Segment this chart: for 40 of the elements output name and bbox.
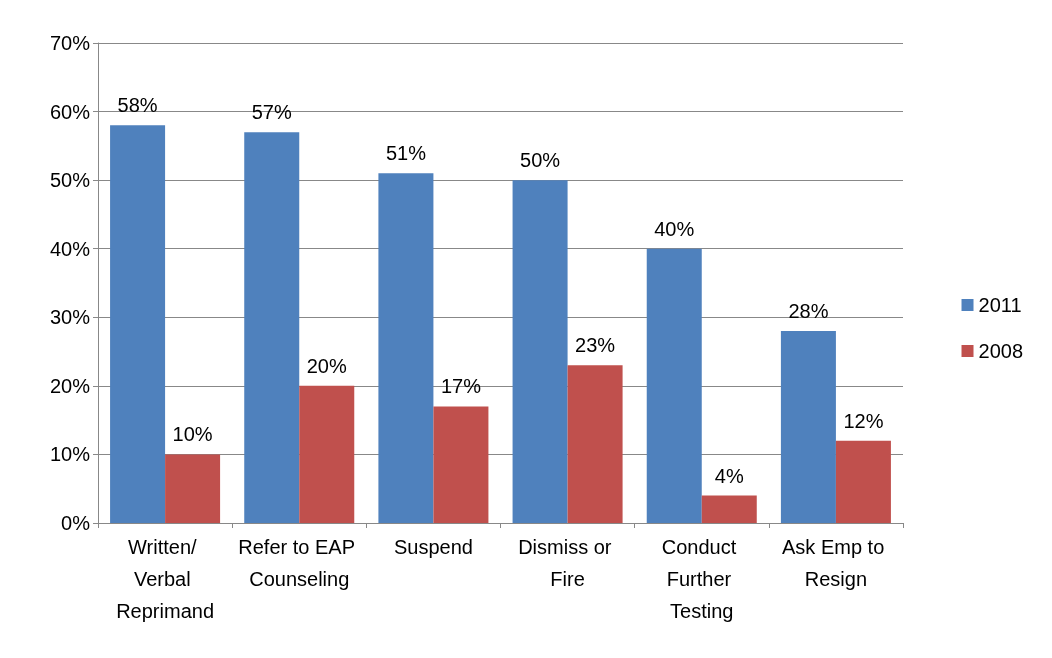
x-tick-label: Suspend bbox=[393, 536, 473, 558]
data-label: 57% bbox=[251, 101, 292, 124]
bar bbox=[378, 173, 434, 523]
data-label: 10% bbox=[172, 423, 213, 446]
data-label: 4% bbox=[714, 464, 744, 487]
data-label: 40% bbox=[654, 217, 695, 240]
bar bbox=[835, 440, 891, 523]
bar bbox=[780, 331, 836, 523]
x-tick-label: Dismiss or Fire bbox=[518, 536, 618, 590]
y-tick-label: 60% bbox=[49, 100, 91, 123]
y-tick-label: 20% bbox=[49, 374, 91, 397]
data-label: 58% bbox=[117, 94, 158, 117]
bar bbox=[512, 180, 568, 523]
data-label: 23% bbox=[575, 334, 616, 357]
data-label: 50% bbox=[520, 149, 561, 172]
bar bbox=[646, 248, 702, 523]
legend-label: 2011 bbox=[978, 294, 1022, 316]
bar bbox=[165, 454, 221, 523]
data-label: 12% bbox=[843, 409, 884, 432]
y-tick-label: 10% bbox=[49, 443, 91, 466]
data-label: 20% bbox=[306, 354, 347, 377]
bar bbox=[433, 406, 489, 523]
y-tick-label: 0% bbox=[61, 512, 91, 534]
y-tick-label: 50% bbox=[49, 169, 91, 192]
bar bbox=[299, 385, 355, 523]
x-tick-label: Refer to EAP Counseling bbox=[238, 536, 361, 590]
x-tick-label: Written/ Verbal Reprimand bbox=[116, 536, 214, 622]
legend-label: 2008 bbox=[978, 340, 1024, 362]
x-tick-label: Conduct Further Testing bbox=[661, 536, 742, 622]
data-label: 17% bbox=[440, 375, 482, 398]
bar bbox=[244, 132, 300, 523]
y-tick-label: 40% bbox=[49, 237, 91, 260]
bar bbox=[567, 365, 623, 523]
bar bbox=[110, 125, 166, 523]
data-label: 28% bbox=[788, 300, 829, 322]
data-label: 51% bbox=[385, 142, 427, 165]
y-tick-label: 30% bbox=[49, 306, 91, 329]
bar bbox=[701, 495, 757, 523]
y-tick-label: 70% bbox=[49, 32, 91, 54]
x-tick-label: Ask Emp to Resign bbox=[782, 536, 890, 590]
